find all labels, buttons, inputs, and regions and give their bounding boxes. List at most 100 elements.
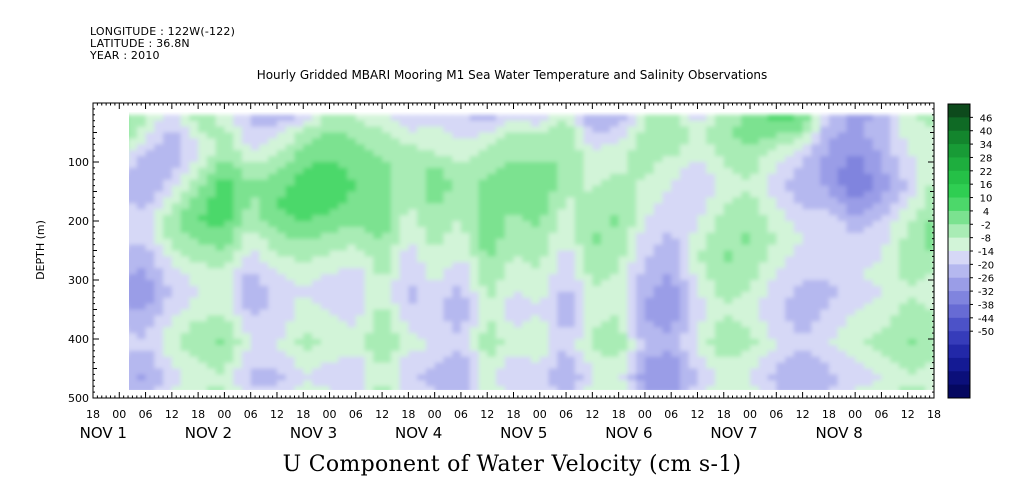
heat-cell [855,244,865,252]
heat-cell [627,274,637,281]
heat-cell [504,203,515,210]
x-tick-label: 06 [454,408,468,421]
heat-cell [671,226,681,234]
heat-cell [425,244,436,252]
heat-cell [320,303,331,311]
heat-cell [907,203,918,210]
heat-cell [592,244,602,252]
heat-cell [715,185,725,193]
heat-cell [531,321,541,328]
heat-cell [750,356,760,364]
heat-cell [189,162,199,169]
heat-cell [916,339,926,346]
heat-cell [224,362,234,370]
heat-cell [846,291,856,299]
heat-cell [364,215,374,222]
x-tick-label: 06 [874,408,888,421]
heat-cell [469,274,480,281]
heat-cell [443,185,453,193]
heat-cell [233,144,243,151]
heat-cell [373,203,383,210]
heat-cell [382,350,392,358]
heat-cell [925,386,935,390]
heat-cell [241,179,252,187]
heat-cell [899,268,909,275]
heat-cell [601,114,611,122]
heat-cell [899,226,909,234]
heat-cell [539,156,550,163]
heat-cell [241,167,252,175]
heat-cell [741,368,751,375]
heat-cell [863,386,874,390]
heat-cell [154,173,164,181]
heat-cell [732,250,742,257]
heat-cell [899,162,909,169]
heat-cell [399,244,409,252]
x-tick-label: 18 [822,408,836,421]
heat-cell [688,156,699,163]
heat-cell [355,232,366,240]
heat-cell [338,285,348,293]
heat-cell [627,209,637,216]
heat-cell [592,356,602,364]
heat-cell [136,291,147,299]
heat-cell [688,221,699,228]
heat-cell [557,350,567,358]
heat-cell [478,350,488,358]
heat-cell [863,280,874,287]
heat-cell [241,209,252,216]
heat-cell [574,138,585,145]
heat-cell [890,285,900,293]
heat-cell [417,297,427,305]
heat-cell [513,114,523,122]
heat-cell [478,138,488,145]
heat-cell [636,321,646,328]
heat-cell [250,327,261,334]
heat-cell [206,173,217,181]
heat-cell [487,221,497,228]
heat-cell [785,162,795,169]
heat-cell [320,256,331,263]
heat-cell [303,238,313,246]
heat-cell [347,356,357,364]
heat-cell [171,274,182,281]
heat-cell [758,191,769,198]
heat-cell [688,256,699,263]
heat-cell [487,291,497,299]
heat-cell [373,126,383,134]
heat-cell [539,333,550,340]
heat-cell [241,150,252,157]
heat-cell [154,120,164,128]
heat-cell [399,356,409,364]
heat-cell [837,185,847,193]
heat-cell [355,303,366,311]
heat-cell [180,339,190,346]
heat-cell [390,344,401,352]
heat-cell [609,232,620,240]
heat-cell [513,291,523,299]
heat-cell [285,138,296,145]
heat-cell [154,114,164,122]
heat-cell [837,256,847,263]
heat-cell [119,215,128,222]
heat-cell [425,380,436,387]
heat-cell [390,232,401,240]
heat-cell [522,156,532,163]
heat-cell [198,226,208,234]
heat-cell [513,221,523,228]
heat-cell [250,315,261,322]
heat-cell [522,191,532,198]
heat-cell [460,150,471,157]
heat-cell [443,232,453,240]
heat-cell [899,173,909,181]
heat-cell [478,173,488,181]
heat-cell [320,362,331,370]
heat-cell [539,173,550,181]
heat-cell [154,262,164,269]
heat-cell [338,238,348,246]
heat-cell [513,256,523,263]
heat-cell [312,297,322,305]
heat-cell [644,250,655,257]
heat-cell [312,333,322,340]
heat-cell [548,333,558,340]
